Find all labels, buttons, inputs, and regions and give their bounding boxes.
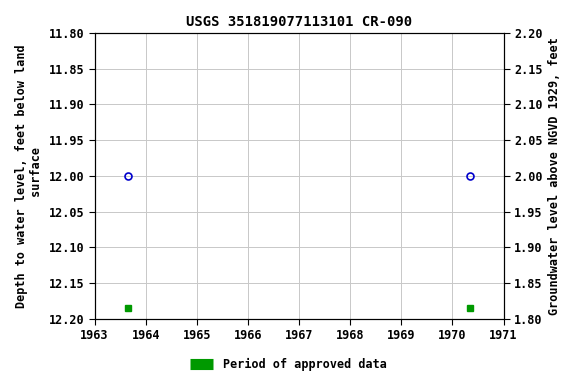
Y-axis label: Depth to water level, feet below land
 surface: Depth to water level, feet below land su… [15,44,43,308]
Legend: Period of approved data: Period of approved data [185,354,391,376]
Y-axis label: Groundwater level above NGVD 1929, feet: Groundwater level above NGVD 1929, feet [548,37,561,315]
Title: USGS 351819077113101 CR-090: USGS 351819077113101 CR-090 [186,15,412,29]
